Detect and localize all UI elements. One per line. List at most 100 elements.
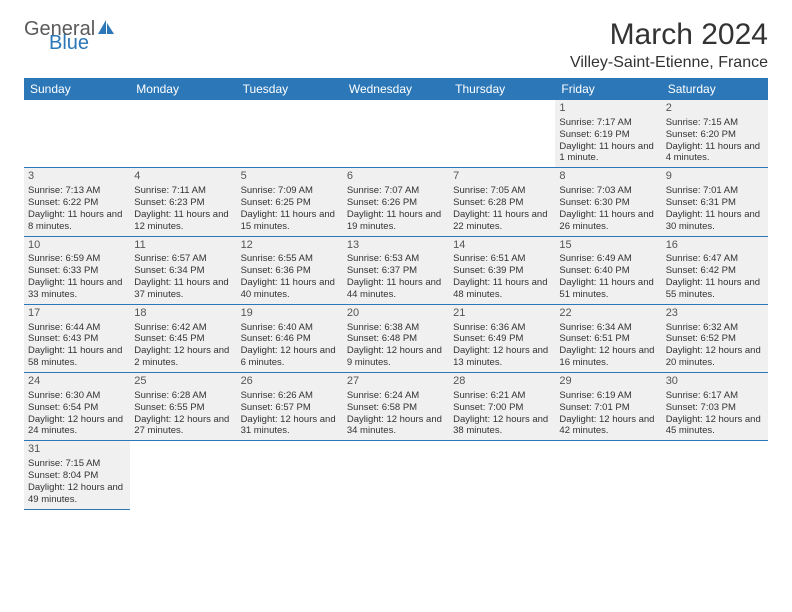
day-info: Sunrise: 7:01 AMSunset: 6:31 PMDaylight:… bbox=[666, 185, 764, 233]
day-number: 31 bbox=[28, 443, 126, 457]
day-info: Sunrise: 6:55 AMSunset: 6:36 PMDaylight:… bbox=[241, 253, 339, 301]
calendar-cell: 22Sunrise: 6:34 AMSunset: 6:51 PMDayligh… bbox=[555, 304, 661, 372]
day-number: 22 bbox=[559, 307, 657, 321]
day-info: Sunrise: 7:07 AMSunset: 6:26 PMDaylight:… bbox=[347, 185, 445, 233]
day-info: Sunrise: 6:44 AMSunset: 6:43 PMDaylight:… bbox=[28, 322, 126, 370]
day-number: 19 bbox=[241, 307, 339, 321]
calendar-table: Sunday Monday Tuesday Wednesday Thursday… bbox=[24, 78, 768, 510]
day-number: 6 bbox=[347, 170, 445, 184]
day-info: Sunrise: 6:24 AMSunset: 6:58 PMDaylight:… bbox=[347, 390, 445, 438]
calendar-cell bbox=[343, 441, 449, 509]
calendar-cell: 8Sunrise: 7:03 AMSunset: 6:30 PMDaylight… bbox=[555, 168, 661, 236]
day-number: 25 bbox=[134, 375, 232, 389]
calendar-cell: 9Sunrise: 7:01 AMSunset: 6:31 PMDaylight… bbox=[662, 168, 768, 236]
calendar-cell: 5Sunrise: 7:09 AMSunset: 6:25 PMDaylight… bbox=[237, 168, 343, 236]
calendar-cell: 12Sunrise: 6:55 AMSunset: 6:36 PMDayligh… bbox=[237, 236, 343, 304]
day-info: Sunrise: 6:34 AMSunset: 6:51 PMDaylight:… bbox=[559, 322, 657, 370]
day-info: Sunrise: 6:19 AMSunset: 7:01 PMDaylight:… bbox=[559, 390, 657, 438]
calendar-cell: 26Sunrise: 6:26 AMSunset: 6:57 PMDayligh… bbox=[237, 373, 343, 441]
calendar-cell: 24Sunrise: 6:30 AMSunset: 6:54 PMDayligh… bbox=[24, 373, 130, 441]
day-info: Sunrise: 7:05 AMSunset: 6:28 PMDaylight:… bbox=[453, 185, 551, 233]
title-block: March 2024 Villey-Saint-Etienne, France bbox=[570, 18, 768, 72]
calendar-cell: 19Sunrise: 6:40 AMSunset: 6:46 PMDayligh… bbox=[237, 304, 343, 372]
weekday-header: Tuesday bbox=[237, 78, 343, 100]
day-info: Sunrise: 6:47 AMSunset: 6:42 PMDaylight:… bbox=[666, 253, 764, 301]
day-number: 28 bbox=[453, 375, 551, 389]
day-number: 26 bbox=[241, 375, 339, 389]
calendar-cell bbox=[237, 100, 343, 168]
day-info: Sunrise: 7:03 AMSunset: 6:30 PMDaylight:… bbox=[559, 185, 657, 233]
calendar-cell bbox=[662, 441, 768, 509]
calendar-cell: 27Sunrise: 6:24 AMSunset: 6:58 PMDayligh… bbox=[343, 373, 449, 441]
day-number: 7 bbox=[453, 170, 551, 184]
calendar-cell: 11Sunrise: 6:57 AMSunset: 6:34 PMDayligh… bbox=[130, 236, 236, 304]
calendar-row: 31Sunrise: 7:15 AMSunset: 8:04 PMDayligh… bbox=[24, 441, 768, 509]
day-number: 20 bbox=[347, 307, 445, 321]
calendar-cell: 25Sunrise: 6:28 AMSunset: 6:55 PMDayligh… bbox=[130, 373, 236, 441]
day-info: Sunrise: 7:17 AMSunset: 6:19 PMDaylight:… bbox=[559, 117, 657, 165]
calendar-row: 17Sunrise: 6:44 AMSunset: 6:43 PMDayligh… bbox=[24, 304, 768, 372]
calendar-cell: 14Sunrise: 6:51 AMSunset: 6:39 PMDayligh… bbox=[449, 236, 555, 304]
day-info: Sunrise: 6:30 AMSunset: 6:54 PMDaylight:… bbox=[28, 390, 126, 438]
weekday-header: Thursday bbox=[449, 78, 555, 100]
weekday-header: Sunday bbox=[24, 78, 130, 100]
day-info: Sunrise: 6:40 AMSunset: 6:46 PMDaylight:… bbox=[241, 322, 339, 370]
calendar-cell bbox=[449, 441, 555, 509]
calendar-cell: 30Sunrise: 6:17 AMSunset: 7:03 PMDayligh… bbox=[662, 373, 768, 441]
day-info: Sunrise: 7:09 AMSunset: 6:25 PMDaylight:… bbox=[241, 185, 339, 233]
calendar-cell: 6Sunrise: 7:07 AMSunset: 6:26 PMDaylight… bbox=[343, 168, 449, 236]
day-info: Sunrise: 7:15 AMSunset: 6:20 PMDaylight:… bbox=[666, 117, 764, 165]
calendar-cell: 7Sunrise: 7:05 AMSunset: 6:28 PMDaylight… bbox=[449, 168, 555, 236]
day-number: 16 bbox=[666, 239, 764, 253]
calendar-cell: 1Sunrise: 7:17 AMSunset: 6:19 PMDaylight… bbox=[555, 100, 661, 168]
calendar-row: 10Sunrise: 6:59 AMSunset: 6:33 PMDayligh… bbox=[24, 236, 768, 304]
calendar-cell: 28Sunrise: 6:21 AMSunset: 7:00 PMDayligh… bbox=[449, 373, 555, 441]
calendar-cell: 16Sunrise: 6:47 AMSunset: 6:42 PMDayligh… bbox=[662, 236, 768, 304]
day-number: 27 bbox=[347, 375, 445, 389]
day-info: Sunrise: 6:42 AMSunset: 6:45 PMDaylight:… bbox=[134, 322, 232, 370]
day-number: 17 bbox=[28, 307, 126, 321]
logo-blue-line: Blue bbox=[48, 32, 89, 55]
day-number: 29 bbox=[559, 375, 657, 389]
day-number: 15 bbox=[559, 239, 657, 253]
weekday-header: Wednesday bbox=[343, 78, 449, 100]
calendar-cell: 31Sunrise: 7:15 AMSunset: 8:04 PMDayligh… bbox=[24, 441, 130, 509]
day-number: 18 bbox=[134, 307, 232, 321]
calendar-cell: 18Sunrise: 6:42 AMSunset: 6:45 PMDayligh… bbox=[130, 304, 236, 372]
calendar-cell: 21Sunrise: 6:36 AMSunset: 6:49 PMDayligh… bbox=[449, 304, 555, 372]
day-info: Sunrise: 7:11 AMSunset: 6:23 PMDaylight:… bbox=[134, 185, 232, 233]
calendar-row: 1Sunrise: 7:17 AMSunset: 6:19 PMDaylight… bbox=[24, 100, 768, 168]
weekday-header: Monday bbox=[130, 78, 236, 100]
calendar-cell bbox=[343, 100, 449, 168]
weekday-header: Friday bbox=[555, 78, 661, 100]
calendar-cell: 17Sunrise: 6:44 AMSunset: 6:43 PMDayligh… bbox=[24, 304, 130, 372]
day-number: 14 bbox=[453, 239, 551, 253]
day-info: Sunrise: 6:17 AMSunset: 7:03 PMDaylight:… bbox=[666, 390, 764, 438]
day-number: 11 bbox=[134, 239, 232, 253]
month-title: March 2024 bbox=[570, 18, 768, 52]
day-number: 10 bbox=[28, 239, 126, 253]
day-info: Sunrise: 7:15 AMSunset: 8:04 PMDaylight:… bbox=[28, 458, 126, 506]
calendar-cell bbox=[130, 100, 236, 168]
day-info: Sunrise: 6:21 AMSunset: 7:00 PMDaylight:… bbox=[453, 390, 551, 438]
calendar-cell: 2Sunrise: 7:15 AMSunset: 6:20 PMDaylight… bbox=[662, 100, 768, 168]
day-info: Sunrise: 7:13 AMSunset: 6:22 PMDaylight:… bbox=[28, 185, 126, 233]
header: General March 2024 Villey-Saint-Etienne,… bbox=[24, 18, 768, 72]
calendar-cell: 20Sunrise: 6:38 AMSunset: 6:48 PMDayligh… bbox=[343, 304, 449, 372]
day-info: Sunrise: 6:32 AMSunset: 6:52 PMDaylight:… bbox=[666, 322, 764, 370]
weekday-header-row: Sunday Monday Tuesday Wednesday Thursday… bbox=[24, 78, 768, 100]
day-info: Sunrise: 6:26 AMSunset: 6:57 PMDaylight:… bbox=[241, 390, 339, 438]
calendar-cell bbox=[555, 441, 661, 509]
calendar-cell bbox=[449, 100, 555, 168]
day-info: Sunrise: 6:59 AMSunset: 6:33 PMDaylight:… bbox=[28, 253, 126, 301]
day-info: Sunrise: 6:38 AMSunset: 6:48 PMDaylight:… bbox=[347, 322, 445, 370]
day-number: 8 bbox=[559, 170, 657, 184]
day-info: Sunrise: 6:51 AMSunset: 6:39 PMDaylight:… bbox=[453, 253, 551, 301]
day-number: 9 bbox=[666, 170, 764, 184]
day-info: Sunrise: 6:28 AMSunset: 6:55 PMDaylight:… bbox=[134, 390, 232, 438]
day-number: 12 bbox=[241, 239, 339, 253]
logo-text-blue: Blue bbox=[49, 32, 89, 55]
weekday-header: Saturday bbox=[662, 78, 768, 100]
calendar-row: 3Sunrise: 7:13 AMSunset: 6:22 PMDaylight… bbox=[24, 168, 768, 236]
location: Villey-Saint-Etienne, France bbox=[570, 54, 768, 72]
